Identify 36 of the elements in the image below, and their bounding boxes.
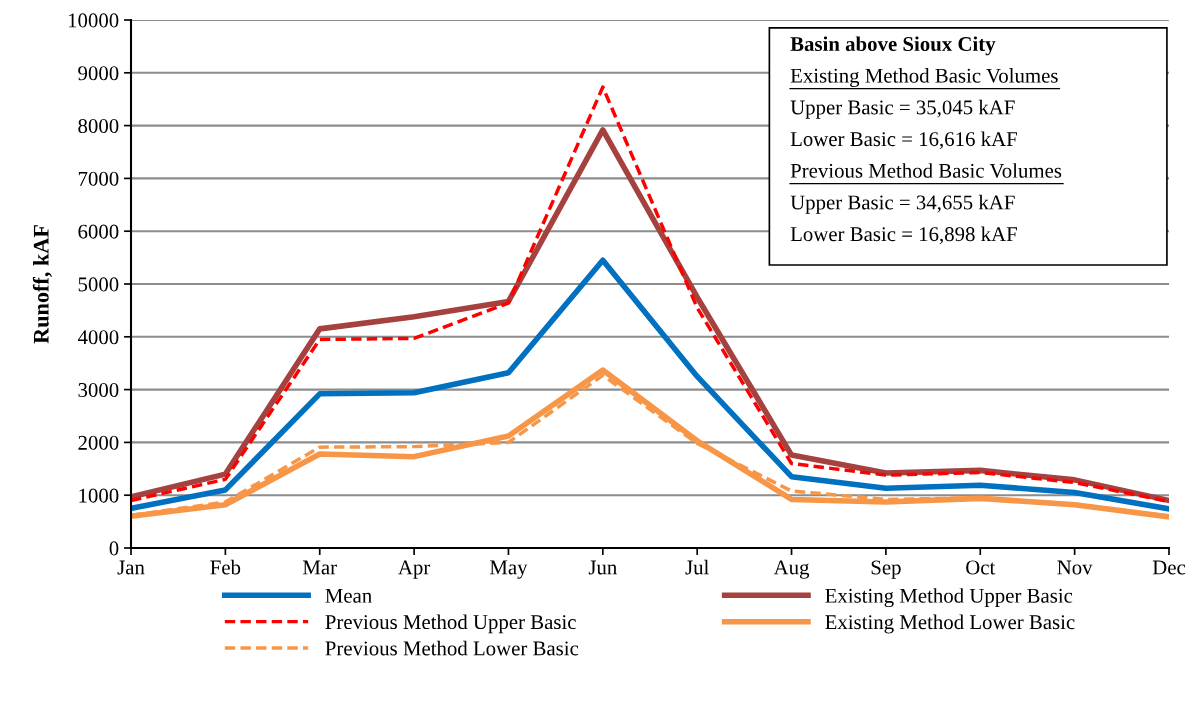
x-tick-label: Feb [210, 559, 241, 575]
annotation: Lower Basic = 16,616 kAF [790, 131, 1017, 150]
x-tick-label: Apr [398, 560, 431, 579]
y-tick-label: 4000 [77, 330, 119, 345]
x-tick-label: Oct [966, 560, 996, 575]
y-tick-label: 7000 [78, 171, 119, 186]
x-tick-label: May [489, 560, 528, 579]
x-tick-label: Jan [117, 560, 145, 575]
legend-label: Mean [325, 588, 372, 603]
x-tick-label: Dec [1152, 560, 1186, 575]
y-tick-label: 5000 [78, 277, 119, 292]
x-tick-label: Sep [871, 560, 901, 579]
legend-label: Existing Method Upper Basic [825, 588, 1073, 608]
y-tick-label: 6000 [78, 224, 119, 239]
y-tick-label: 9000 [78, 66, 119, 81]
x-tick-label: Jul [685, 559, 709, 575]
annotation: Existing Method Basic Volumes [790, 68, 1058, 88]
annotation: Upper Basic = 34,655 kAF [790, 194, 1015, 214]
y-axis-title: Runoff, kAF [32, 225, 52, 344]
legend-label: Previous Method Lower Basic [325, 640, 579, 656]
annotation: Basin above Sioux City [790, 36, 996, 56]
y-tick-label: 8000 [78, 118, 119, 134]
legend-label: Existing Method Lower Basic [825, 614, 1075, 634]
annotation: Upper Basic = 35,045 kAF [790, 99, 1015, 119]
y-tick-label: 3000 [78, 382, 119, 398]
legend-label: Previous Method Upper Basic [325, 614, 576, 634]
x-tick-label: Mar [302, 560, 337, 575]
x-tick-label: Aug [773, 560, 810, 579]
y-tick-label: 10000 [68, 13, 119, 28]
y-tick-label: 2000 [78, 435, 119, 450]
annotation: Lower Basic = 16,898 kAF [790, 226, 1017, 245]
x-tick-label: Nov [1057, 560, 1093, 575]
y-tick-label: 1000 [79, 488, 119, 503]
x-tick-label: Jun [588, 560, 617, 575]
y-tick-label: 0 [109, 541, 119, 556]
annotation: Previous Method Basic Volumes [790, 163, 1062, 178]
